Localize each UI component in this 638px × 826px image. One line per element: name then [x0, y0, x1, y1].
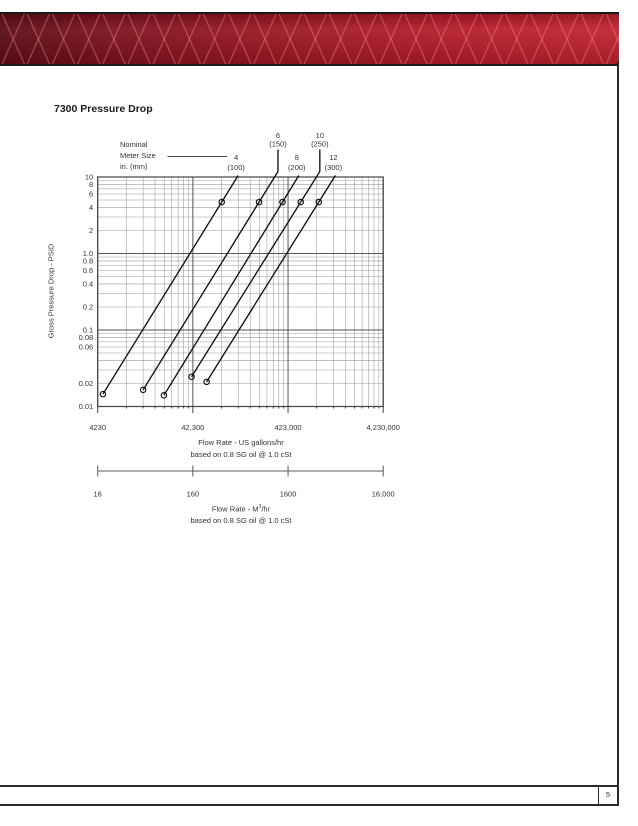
footer-rule-bottom	[0, 804, 619, 806]
series-marker	[188, 373, 195, 381]
x2-tick-label: 1600	[280, 490, 297, 499]
y-tick-label: 4	[89, 203, 93, 212]
x2-tick-label: 16	[94, 490, 102, 499]
x-axis2-title: Flow Rate - M3/hr	[211, 504, 271, 514]
x-axis-subtitle: based on 0.8 SG oil @ 1.0 cSt	[190, 450, 292, 459]
series-label-mm: (200)	[288, 163, 306, 172]
page-number: 5	[605, 790, 611, 799]
series-marker	[203, 378, 210, 386]
series-marker	[160, 392, 168, 399]
x-axis-title: Flow Rate - US gallons/hr	[198, 438, 284, 447]
y-axis-title: Gross Pressure Drop - PSID	[46, 243, 56, 339]
y-tick-label: 2	[89, 226, 93, 235]
series-marker	[255, 198, 263, 206]
page-right-border	[617, 62, 619, 806]
x-axis2-subtitle: based on 0.8 SG oil @ 1.0 cSt	[190, 516, 292, 525]
page-number-divider	[598, 786, 599, 804]
x2-tick-label: 160	[187, 490, 200, 499]
y-tick-label: 8	[89, 180, 93, 189]
series-marker	[139, 386, 147, 394]
series-marker	[297, 198, 304, 206]
series-marker	[99, 390, 107, 398]
y-tick-label: 0.08	[79, 333, 94, 342]
series-marker	[315, 198, 323, 206]
series-label-mm: (300)	[325, 163, 343, 172]
series-label-mm: (100)	[227, 163, 245, 172]
series-marker	[218, 198, 225, 206]
series-label-mm: (150)	[269, 140, 287, 149]
y-tick-label: 0.4	[83, 280, 93, 289]
y-tick-label: 0.2	[83, 303, 93, 312]
x-tick-label: 4,230,000	[367, 423, 400, 432]
series-label-in: 4	[234, 153, 238, 162]
annotation-line: Nominal	[120, 140, 148, 149]
series-label-in: 8	[295, 153, 299, 162]
y-tick-label: 0.1	[83, 326, 93, 335]
y-tick-label: 0.01	[79, 402, 94, 411]
annotation-line: Meter Size	[120, 150, 156, 160]
series-label-mm: (250)	[311, 140, 329, 149]
y-tick-label: 0.02	[79, 379, 94, 388]
x-tick-label: 4230	[89, 423, 106, 432]
y-tick-label: 0.8	[83, 257, 93, 266]
meter-size-annotation: Nominal Meter Size in. (mm)	[120, 140, 156, 172]
series-label-in: 12	[329, 153, 337, 162]
x-tick-label: 42,300	[181, 423, 204, 432]
superscript-3: 3	[258, 504, 262, 510]
annotation-line: in. (mm)	[120, 161, 148, 171]
y-tick-label: 0.06	[79, 343, 94, 352]
y-tick-label: 1.0	[83, 249, 93, 258]
series-label-in: 10	[316, 131, 324, 140]
chart-title: 7300 Pressure Drop	[54, 103, 153, 115]
footer-rule-top	[0, 785, 619, 787]
header-band	[0, 12, 619, 66]
series-marker	[279, 198, 286, 206]
y-tick-label: 0.6	[83, 266, 93, 275]
series-label-in: 6	[276, 131, 280, 140]
x-tick-label: 423,000	[274, 423, 301, 432]
x2-tick-label: 16,000	[372, 490, 395, 499]
y-tick-label: 6	[89, 190, 93, 199]
y-tick-label: 10	[85, 173, 93, 182]
